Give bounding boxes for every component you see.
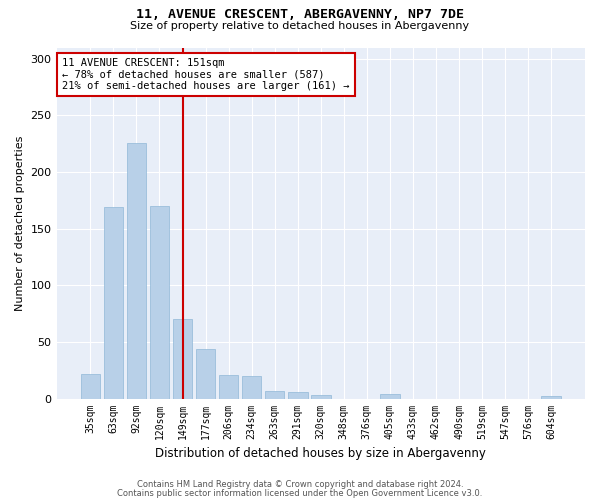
Bar: [242, 376, 262, 398]
Bar: [311, 395, 331, 398]
Y-axis label: Number of detached properties: Number of detached properties: [15, 136, 25, 310]
Text: Size of property relative to detached houses in Abergavenny: Size of property relative to detached ho…: [130, 21, 470, 31]
Bar: [196, 348, 215, 399]
Bar: [149, 206, 169, 398]
Bar: [104, 207, 123, 398]
Bar: [219, 375, 238, 398]
X-axis label: Distribution of detached houses by size in Abergavenny: Distribution of detached houses by size …: [155, 447, 486, 460]
Bar: [127, 142, 146, 398]
Bar: [173, 320, 193, 398]
Bar: [380, 394, 400, 398]
Text: Contains HM Land Registry data © Crown copyright and database right 2024.: Contains HM Land Registry data © Crown c…: [137, 480, 463, 489]
Text: 11 AVENUE CRESCENT: 151sqm
← 78% of detached houses are smaller (587)
21% of sem: 11 AVENUE CRESCENT: 151sqm ← 78% of deta…: [62, 58, 349, 91]
Text: Contains public sector information licensed under the Open Government Licence v3: Contains public sector information licen…: [118, 488, 482, 498]
Bar: [541, 396, 561, 398]
Bar: [80, 374, 100, 398]
Text: 11, AVENUE CRESCENT, ABERGAVENNY, NP7 7DE: 11, AVENUE CRESCENT, ABERGAVENNY, NP7 7D…: [136, 8, 464, 20]
Bar: [265, 390, 284, 398]
Bar: [288, 392, 308, 398]
